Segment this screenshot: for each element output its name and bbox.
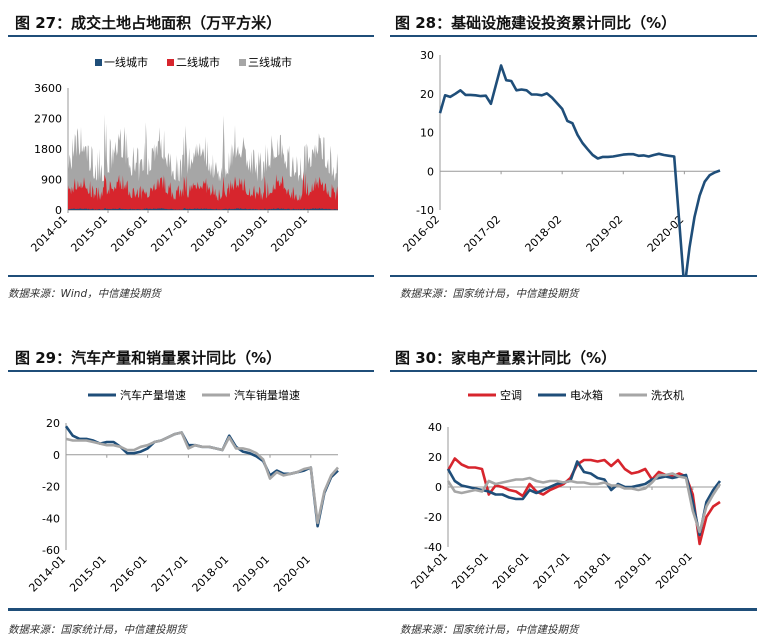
series-line [64,425,339,528]
y-tick-label: 0 [53,449,60,462]
x-tick-label: 2020-01 [268,213,310,255]
x-tick-label: 2016-01 [108,553,150,595]
bottom-rule [8,608,757,611]
x-tick-label: 2015-01 [68,213,110,255]
x-tick-label: 2018-02 [523,213,565,255]
x-tick-label: 2020-01 [271,553,313,595]
x-tick-label: 2019-01 [228,213,270,255]
legend-label: 汽车销量增速 [234,388,300,402]
x-tick-label: 2018-01 [190,553,232,595]
legend-swatch [95,59,102,66]
chart-title: 图 29：汽车产量和销量累计同比（%） [15,349,282,367]
y-tick-label: -40 [42,512,60,525]
series-line [438,64,721,275]
legend-label: 电冰箱 [570,388,603,402]
x-tick-label: 2019-01 [230,553,272,595]
x-tick-label: 2017-01 [149,553,191,595]
y-tick-label: 2700 [34,113,62,126]
land-area-chart: 09001800270036002014-012015-012016-01201… [28,55,338,255]
x-tick-label: 2014-01 [408,550,450,592]
x-tick-label: 2018-01 [572,550,614,592]
series-line [65,431,339,525]
series-area [68,114,338,210]
title-rule [390,35,757,37]
legend-swatch [239,59,246,66]
legend-label: 一线城市 [104,55,148,69]
x-tick-label: 2020-01 [653,550,695,592]
y-tick-label: 40 [428,421,442,434]
legend-label: 三线城市 [248,55,292,69]
x-tick-label: 2019-01 [612,550,654,592]
series-line [446,472,722,534]
x-tick-label: 2014-01 [26,553,68,595]
x-tick-label: 2017-01 [531,550,573,592]
x-tick-label: 2015-01 [67,553,109,595]
source-rule [8,275,374,277]
series-line [446,460,722,537]
x-tick-label: 2016-01 [108,213,150,255]
source-rule [390,275,757,277]
auto-output-sales-chart: -60 -40 -20 0 20 2014-01 2015-01 2016-01 2017-01… [26,388,339,595]
legend-swatch [167,59,174,66]
source-note: 数据来源：国家统计局，中信建投期货 [400,288,579,300]
legend-label: 空调 [500,388,522,402]
source-note: 数据来源：国家统计局，中信建投期货 [8,624,187,636]
series-area [68,172,338,210]
x-tick-label: 2016-01 [490,550,532,592]
x-tick-label: 2015-01 [449,550,491,592]
y-tick-label: 0 [427,165,434,178]
x-tick-label: 2017-02 [462,213,504,255]
series-area [68,208,338,210]
title-rule [8,35,374,37]
y-tick-label: 10 [420,127,434,140]
legend-label: 二线城市 [176,55,220,69]
y-tick-label: -60 [42,544,60,557]
y-tick-label: 0 [435,481,442,494]
y-tick-label: -10 [416,204,434,217]
x-tick-label: 2018-01 [188,213,230,255]
title-rule [390,370,757,372]
chart-title: 图 30：家电产量累计同比（%） [395,349,617,367]
y-tick-label: 30 [420,49,434,62]
y-tick-label: -20 [424,511,442,524]
y-tick-label: -40 [424,541,442,554]
legend-label: 汽车产量增速 [120,388,186,402]
source-note: 数据来源：Wind，中信建投期货 [8,288,161,300]
chart-title: 图 27：成交土地占地面积（万平方米） [15,14,282,32]
y-tick-label: 900 [41,174,62,187]
source-note: 数据来源：国家统计局，中信建投期货 [400,624,579,636]
y-tick-label: 20 [420,88,434,101]
title-rule [8,370,374,372]
y-tick-label: 1800 [34,143,62,156]
chart-title: 图 28：基础设施建设投资累计同比（%） [395,14,677,32]
x-tick-label: 2017-01 [148,213,190,255]
x-tick-label: 2014-01 [28,213,70,255]
x-tick-label: 2016-02 [400,213,442,255]
y-tick-label: 3600 [34,82,62,95]
y-tick-label: -20 [42,481,60,494]
y-tick-label: 20 [46,417,60,430]
legend-label: 洗衣机 [651,388,684,402]
y-tick-label: 0 [55,204,62,217]
y-tick-label: 20 [428,451,442,464]
x-tick-label: 2019-02 [584,213,626,255]
